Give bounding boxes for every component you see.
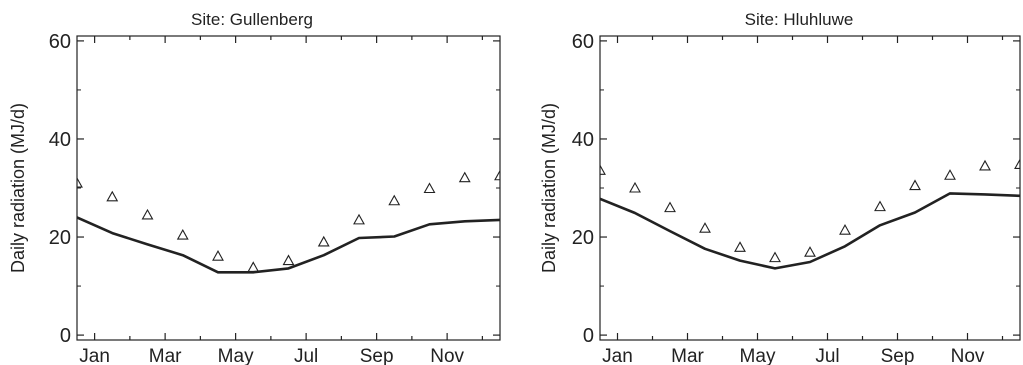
- triangle-marker: [423, 182, 436, 194]
- x-ticks: Jan Mar May Jul Sep Nov: [79, 36, 483, 365]
- triangle-marker: [1014, 158, 1020, 170]
- series-line: [600, 192, 1020, 270]
- y-axis-label: Daily radiation (MJ/d): [8, 103, 28, 273]
- x-tick-label: Sep: [881, 346, 915, 365]
- triangle-marker: [388, 194, 401, 206]
- y-tick-label: 0: [583, 325, 594, 347]
- triangle-marker: [282, 254, 295, 266]
- chart-panel-hluhluwe: Site: Hluhluwe Daily radiation (MJ/d) 0 2…: [539, 10, 1021, 365]
- triangle-marker: [494, 169, 500, 181]
- x-tick-label: Jul: [294, 346, 318, 365]
- triangle-marker: [734, 241, 746, 252]
- triangle-marker: [212, 250, 224, 261]
- x-tick-label: Nov: [430, 346, 464, 365]
- y-tick-label: 40: [572, 129, 594, 151]
- triangle-marker: [804, 246, 816, 257]
- x-tick-label: Jan: [79, 346, 110, 365]
- triangle-marker: [141, 208, 154, 220]
- chart-panel-gullenberg: Site: Gullenberg Daily radiation (MJ/d) …: [8, 10, 501, 365]
- x-ticks: Jan Mar May Jul Sep Nov: [602, 36, 1004, 365]
- triangle-marker: [699, 222, 711, 233]
- triangle-marker: [600, 164, 606, 175]
- triangle-marker: [247, 261, 260, 272]
- triangle-marker: [769, 251, 781, 263]
- triangle-marker: [77, 176, 83, 188]
- y-tick-label: 0: [60, 325, 71, 347]
- triangle-marker: [629, 181, 641, 193]
- series-markers: [600, 158, 1020, 263]
- chart-title: Site: Hluhluwe: [745, 10, 854, 29]
- plot-frame: [599, 35, 1021, 341]
- triangle-marker: [458, 171, 471, 183]
- triangle-marker: [944, 169, 956, 180]
- y-tick-label: 20: [572, 227, 594, 249]
- triangle-marker: [664, 201, 676, 213]
- plot-area: [77, 169, 500, 274]
- triangle-marker: [839, 224, 851, 235]
- y-ticks: 0 20 40 60: [49, 31, 500, 347]
- y-tick-label: 60: [49, 31, 71, 53]
- x-tick-label: Jul: [815, 346, 839, 365]
- y-axis-label: Daily radiation (MJ/d): [539, 103, 559, 273]
- y-tick-label: 20: [49, 227, 71, 249]
- triangle-marker: [874, 200, 886, 212]
- x-tick-label: Sep: [360, 346, 394, 365]
- y-tick-label: 40: [49, 129, 71, 151]
- x-tick-label: Jan: [602, 346, 633, 365]
- y-ticks: 0 20 40 60: [572, 31, 1020, 347]
- x-tick-label: Mar: [149, 346, 182, 365]
- plot-frame: [76, 35, 501, 341]
- triangle-marker: [176, 228, 189, 240]
- x-tick-label: May: [740, 346, 776, 365]
- triangle-marker: [106, 190, 119, 202]
- triangle-marker: [317, 235, 330, 247]
- triangle-marker: [909, 179, 921, 191]
- chart-title: Site: Gullenberg: [191, 10, 313, 29]
- series-line: [77, 216, 500, 274]
- x-tick-label: Mar: [671, 346, 704, 365]
- series-markers: [77, 169, 500, 272]
- triangle-marker: [979, 159, 991, 171]
- plot-area: [600, 158, 1020, 270]
- y-tick-label: 60: [572, 31, 594, 53]
- x-tick-label: Nov: [951, 346, 985, 365]
- x-tick-label: May: [218, 346, 254, 365]
- triangle-marker: [353, 213, 365, 225]
